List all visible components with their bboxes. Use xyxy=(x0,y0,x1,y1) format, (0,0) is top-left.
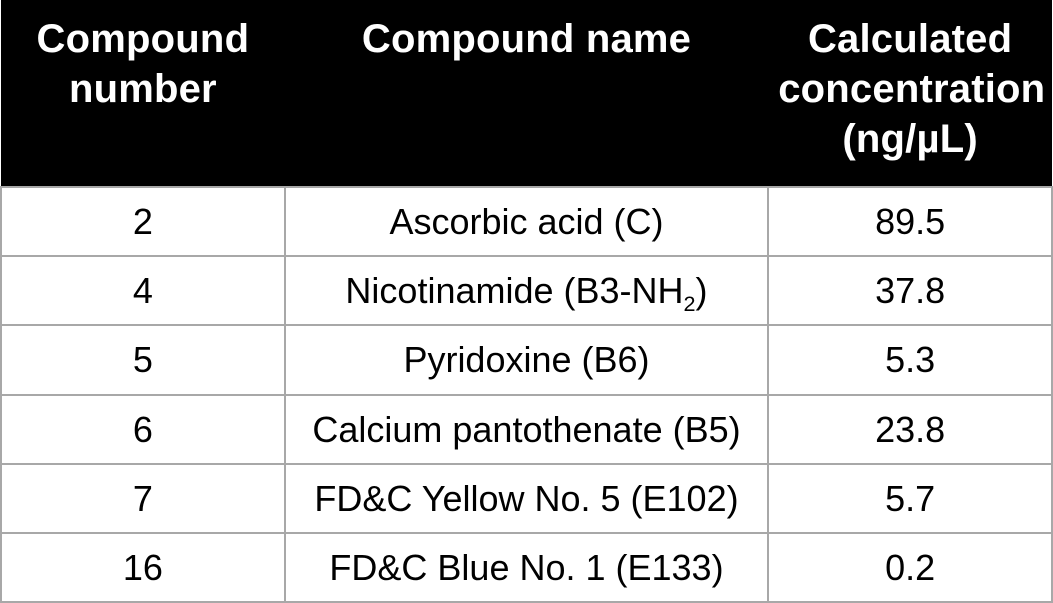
cell-compound-name: FD&C Blue No. 1 (E133) xyxy=(285,533,768,602)
table-row: 16 FD&C Blue No. 1 (E133) 0.2 xyxy=(1,533,1052,602)
cell-compound-number: 2 xyxy=(1,187,285,256)
col-header-name: Compound name xyxy=(285,0,768,187)
col-header-number: Compound number xyxy=(1,0,285,187)
cell-concentration: 5.7 xyxy=(768,464,1052,533)
name-text: Calcium pantothenate (B5) xyxy=(312,409,740,450)
name-text: Nicotinamide (B3-NH xyxy=(345,270,683,311)
compound-concentration-table: Compound number Compound name Calculated… xyxy=(0,0,1053,603)
cell-compound-name: Nicotinamide (B3-NH2) xyxy=(285,256,768,325)
cell-compound-name: Ascorbic acid (C) xyxy=(285,187,768,256)
table-row: 5 Pyridoxine (B6) 5.3 xyxy=(1,325,1052,394)
cell-concentration: 5.3 xyxy=(768,325,1052,394)
name-text: FD&C Yellow No. 5 (E102) xyxy=(314,478,738,519)
table-row: 2 Ascorbic acid (C) 89.5 xyxy=(1,187,1052,256)
cell-compound-number: 4 xyxy=(1,256,285,325)
table-body: 2 Ascorbic acid (C) 89.5 4 Nicotinamide … xyxy=(1,187,1052,602)
name-text: Ascorbic acid (C) xyxy=(389,201,663,242)
table-row: 4 Nicotinamide (B3-NH2) 37.8 xyxy=(1,256,1052,325)
header-label: Calculated concentration (ng/µL) xyxy=(778,17,1045,161)
cell-compound-number: 16 xyxy=(1,533,285,602)
cell-concentration: 89.5 xyxy=(768,187,1052,256)
cell-compound-name: Pyridoxine (B6) xyxy=(285,325,768,394)
table-row: 6 Calcium pantothenate (B5) 23.8 xyxy=(1,395,1052,464)
header-label: Compound number xyxy=(37,17,250,111)
cell-concentration: 23.8 xyxy=(768,395,1052,464)
table-row: 7 FD&C Yellow No. 5 (E102) 5.7 xyxy=(1,464,1052,533)
header-label: Compound name xyxy=(362,17,691,61)
col-header-concentration: Calculated concentration (ng/µL) xyxy=(768,0,1052,187)
table-header: Compound number Compound name Calculated… xyxy=(1,0,1052,187)
cell-compound-name: Calcium pantothenate (B5) xyxy=(285,395,768,464)
name-text: Pyridoxine (B6) xyxy=(403,339,649,380)
name-tail: ) xyxy=(696,270,708,311)
name-text: FD&C Blue No. 1 (E133) xyxy=(329,547,723,588)
cell-compound-number: 6 xyxy=(1,395,285,464)
name-subscript: 2 xyxy=(684,291,696,316)
cell-compound-number: 5 xyxy=(1,325,285,394)
cell-concentration: 37.8 xyxy=(768,256,1052,325)
cell-compound-name: FD&C Yellow No. 5 (E102) xyxy=(285,464,768,533)
cell-compound-number: 7 xyxy=(1,464,285,533)
cell-concentration: 0.2 xyxy=(768,533,1052,602)
